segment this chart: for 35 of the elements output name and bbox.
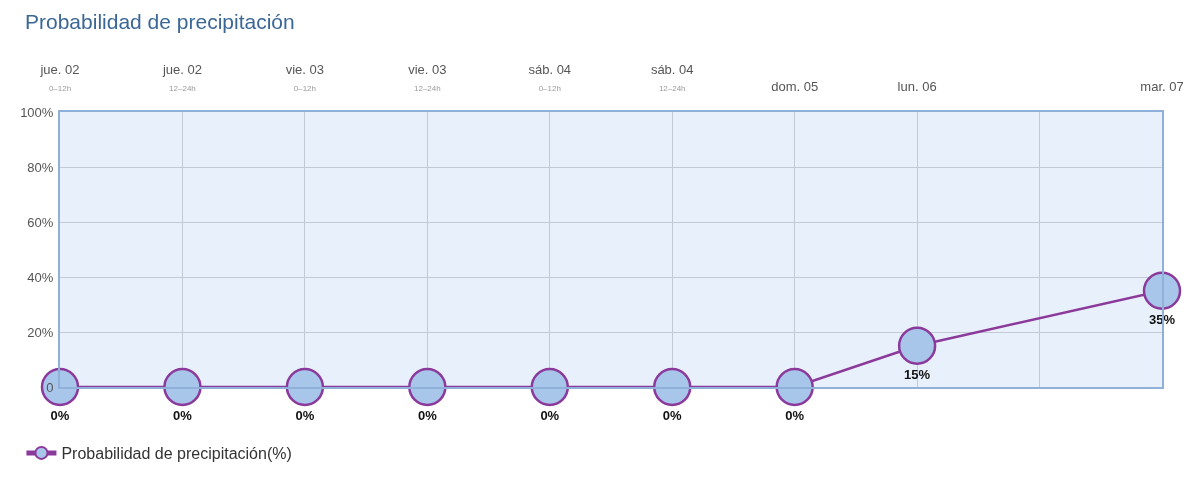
x-tick-label: lun. 06 — [897, 78, 937, 94]
x-tick-label: dom. 05 — [771, 78, 819, 94]
data-label: 0% — [540, 408, 560, 424]
point — [408, 367, 447, 407]
legend-label: Probabilidad de precipitación(%) — [61, 445, 292, 463]
x-tick-label: sáb. 04 12–24h — [650, 61, 694, 93]
point — [652, 367, 692, 407]
x-tick-label: vie. 03 12–24h — [408, 61, 447, 93]
x-tick-label: jue. 02 12–24h — [161, 61, 202, 93]
y-tick-label: 40% — [27, 269, 54, 285]
point — [897, 326, 937, 365]
point — [285, 367, 325, 407]
point — [40, 367, 80, 407]
data-label: 35% — [1148, 312, 1176, 327]
point — [1142, 271, 1182, 310]
data-label: 0% — [662, 408, 683, 424]
data-label: 15% — [904, 367, 931, 382]
point — [775, 367, 814, 407]
x-tick-label: vie. 03 0–12h — [285, 61, 325, 93]
y-tick-label: 60% — [27, 214, 54, 230]
point — [163, 367, 202, 407]
y-tick-label: 0 — [46, 379, 54, 395]
data-label: 0% — [417, 408, 438, 424]
y-tick-label: 20% — [27, 324, 54, 340]
data-label: 0% — [785, 408, 805, 424]
x-tick-label: jue. 02 0–12h — [39, 61, 80, 93]
x-tick-label: sáb. 04 0–12h — [528, 61, 572, 93]
chart-title: Probabilidad de precipitación — [25, 10, 295, 34]
data-label: 0% — [295, 408, 315, 424]
point — [530, 367, 570, 407]
data-label: 0% — [173, 408, 193, 424]
data-label: 0% — [50, 408, 70, 424]
x-tick-label: mar. 07 — [1140, 78, 1184, 94]
y-tick-label: 80% — [27, 159, 54, 175]
y-tick-label: 100% — [20, 104, 54, 120]
